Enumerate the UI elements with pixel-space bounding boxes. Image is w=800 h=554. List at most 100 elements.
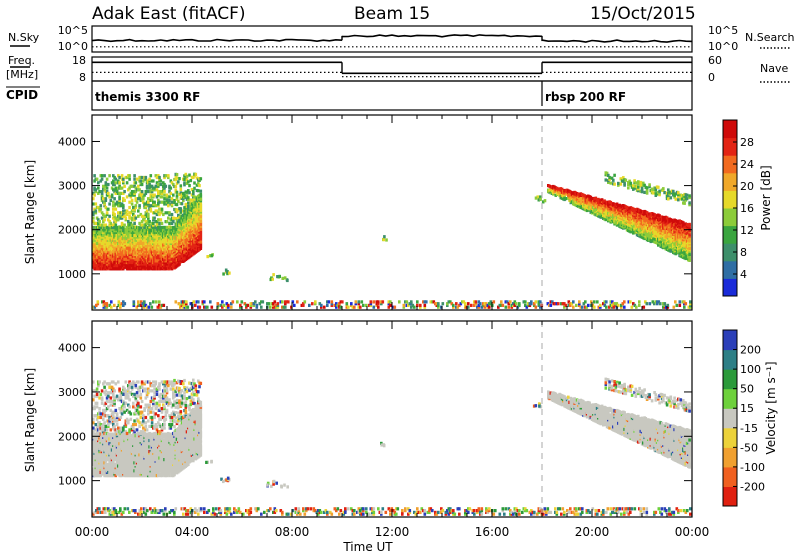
rti-cell — [283, 276, 287, 280]
rti-cell — [174, 300, 178, 304]
rti-cell — [663, 305, 667, 309]
rti-cell — [113, 214, 116, 218]
rti-cell — [174, 188, 178, 192]
rti-cell — [100, 195, 104, 199]
rti-cell — [199, 197, 203, 201]
rti-cell — [133, 209, 136, 213]
rti-cell — [489, 300, 493, 304]
rti-cell — [114, 245, 118, 249]
rti-cell — [161, 303, 164, 307]
rti-cell — [560, 187, 564, 191]
rti-cell — [579, 196, 583, 200]
rti-cell — [387, 302, 391, 306]
rti-cell — [168, 190, 171, 194]
rti-cell — [97, 218, 100, 222]
rti-cell — [93, 394, 96, 398]
rti-cell — [360, 300, 364, 304]
rti-cell — [92, 430, 95, 434]
rti-cell — [548, 303, 551, 307]
rti-cell — [190, 188, 194, 192]
rti-cell — [245, 303, 248, 307]
y-tick-label: 2000 — [58, 224, 86, 237]
rti-cell — [581, 305, 584, 309]
rti-cell — [122, 179, 125, 183]
rti-cell — [199, 224, 203, 228]
rti-cell — [112, 200, 115, 204]
rti-cell — [117, 303, 121, 307]
rti-cell — [120, 223, 124, 227]
rti-cell — [389, 303, 392, 307]
rti-cell — [157, 184, 160, 188]
rti-cell — [637, 189, 640, 193]
rti-cell — [141, 302, 145, 306]
rti-cell — [567, 303, 571, 307]
rti-cell — [92, 211, 95, 215]
rti-cell — [272, 305, 275, 309]
rti-cell — [633, 211, 636, 215]
rti-cell — [135, 227, 139, 231]
rti-cell — [99, 179, 103, 183]
rti-cell — [527, 303, 530, 307]
rti-cell — [455, 305, 458, 309]
rti-cell — [518, 303, 521, 307]
rti-cell — [513, 300, 517, 304]
rti-cell — [95, 177, 99, 181]
rti-cell — [179, 209, 183, 213]
rti-cell — [639, 182, 643, 186]
rti-cell — [110, 300, 113, 304]
rti-cell — [158, 175, 161, 180]
rti-cell — [273, 300, 277, 304]
rti-cell — [179, 191, 183, 195]
rti-cell — [95, 401, 99, 405]
rti-cell — [485, 302, 488, 306]
rti-cell — [611, 300, 614, 304]
rti-cell — [167, 204, 170, 208]
rti-cell — [357, 305, 361, 309]
rti-cell — [611, 303, 614, 307]
rti-cell — [130, 216, 134, 220]
rti-cell — [97, 424, 100, 428]
rti-cell — [157, 174, 160, 178]
rti-cell — [658, 193, 661, 197]
rti-cell — [506, 300, 509, 304]
rti-cell — [118, 184, 121, 188]
nave-tick-bottom: 0 — [708, 71, 715, 84]
rti-cell — [185, 300, 188, 304]
rti-cell — [183, 305, 187, 309]
rti-cell — [142, 195, 145, 199]
rti-cell — [579, 305, 583, 309]
rti-cell — [150, 190, 154, 194]
rti-cell — [95, 426, 99, 430]
rti-cell — [425, 300, 428, 304]
rti-cell — [190, 247, 194, 251]
rti-cell — [142, 197, 145, 201]
rti-cell — [159, 305, 163, 309]
rti-cell — [533, 303, 536, 307]
rti-cell — [98, 407, 101, 411]
rti-cell — [150, 198, 154, 202]
rti-cell — [118, 200, 121, 204]
rti-cell — [169, 179, 173, 183]
rti-cell — [564, 303, 568, 307]
rti-cell — [575, 303, 578, 307]
rti-cell — [281, 276, 284, 280]
rti-cell — [645, 187, 649, 192]
rti-cell — [137, 303, 140, 307]
rti-cell — [158, 200, 161, 204]
rti-cell — [199, 207, 203, 211]
rti-cell — [155, 220, 159, 224]
rti-cell — [663, 302, 667, 306]
rti-cell — [175, 196, 179, 200]
rti-cell — [122, 191, 125, 195]
rti-cell — [638, 300, 641, 304]
rti-cell — [192, 190, 195, 194]
rti-cell — [252, 302, 256, 306]
nsearch-tick-top: 10^5 — [708, 24, 738, 37]
rti-cell — [619, 182, 623, 186]
rti-cell — [628, 179, 631, 183]
rti-cell — [169, 186, 173, 190]
rti-cell — [95, 387, 99, 391]
rti-cell — [639, 184, 643, 188]
rti-cell — [165, 202, 169, 206]
rti-cell — [354, 302, 358, 306]
